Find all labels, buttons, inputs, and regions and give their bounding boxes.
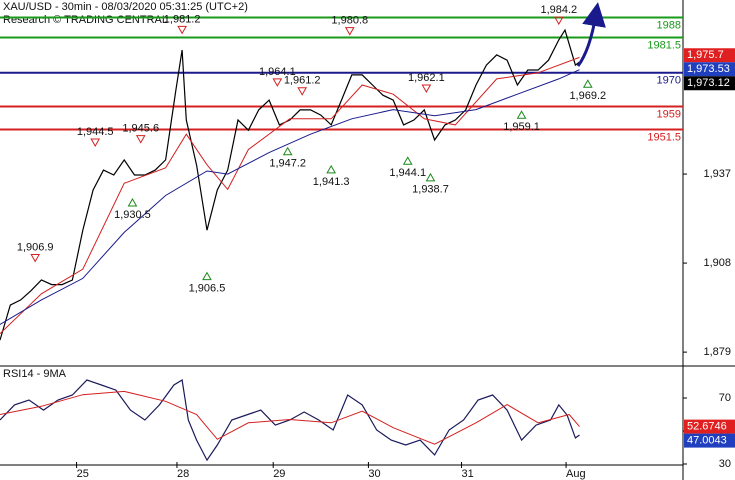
chart-title: XAU/USD - 30min - 08/03/2020 05:31:25 (U… [3, 1, 248, 13]
high-label: 1,906.9 [17, 241, 54, 253]
low-marker [282, 146, 293, 156]
high-label: 1,945.6 [122, 123, 159, 135]
high-marker [135, 135, 146, 144]
price-tag-label: 52.6746 [687, 421, 727, 433]
level-label: 1970 [657, 75, 681, 87]
x-tick-label: Aug [566, 468, 586, 480]
high-marker [553, 16, 564, 26]
x-tick-label: 31 [462, 468, 474, 480]
low-marker [202, 271, 212, 281]
level-label: 1981.5 [647, 39, 681, 51]
low-label: 1,959.1 [503, 121, 540, 133]
price-tag-label: 1,975.7 [687, 49, 724, 61]
high-label: 1,984.2 [540, 4, 577, 16]
chart-subtitle: Research © TRADING CENTRAL [3, 14, 168, 26]
high-marker [421, 84, 432, 94]
price-line [0, 28, 580, 341]
low-marker [127, 198, 138, 207]
low-marker [326, 164, 337, 174]
level-label: 1988 [657, 19, 681, 31]
high-label: 1,962.1 [408, 72, 445, 84]
low-label: 1,930.5 [114, 209, 151, 221]
low-marker [402, 156, 413, 165]
high-label: 1,961.2 [284, 75, 321, 87]
low-label: 1,969.2 [569, 90, 606, 102]
low-label: 1,947.2 [269, 158, 306, 170]
x-tick-label: 25 [77, 468, 89, 480]
rsi-title: RSI14 - 9MA [3, 368, 67, 380]
low-label: 1,938.7 [412, 184, 449, 196]
price-tag [684, 433, 735, 448]
price-tag [684, 62, 735, 77]
high-marker [90, 138, 101, 148]
price-tag [684, 76, 735, 91]
price-tag-label: 1,973.12 [687, 77, 730, 89]
price-line [0, 390, 580, 445]
x-tick-label: 30 [368, 468, 380, 480]
low-marker [516, 110, 527, 119]
low-marker [425, 172, 436, 182]
y-tick-label: 30 [719, 458, 731, 470]
price-tag-label: 1,973.53 [687, 63, 730, 75]
low-label: 1,944.1 [389, 167, 426, 179]
high-marker [30, 253, 41, 263]
price-tag [684, 48, 735, 63]
y-tick-label: 1,937 [703, 168, 731, 180]
y-tick-label: 1,908 [703, 257, 731, 269]
y-tick-label: 1,879 [703, 346, 731, 358]
high-marker [272, 78, 283, 87]
price-line [0, 69, 580, 325]
price-tag [684, 419, 735, 434]
level-label: 1959 [657, 108, 681, 120]
high-label: 1,944.5 [77, 126, 114, 138]
price-tag-label: 47.0043 [687, 435, 727, 447]
x-tick-label: 29 [273, 468, 285, 480]
forecast-arrow [576, 2, 606, 67]
high-marker [177, 25, 187, 35]
high-label: 1,964.1 [259, 66, 296, 78]
low-marker [582, 79, 593, 88]
price-line [0, 56, 580, 335]
level-label: 1951.5 [647, 131, 681, 143]
high-marker [344, 27, 355, 36]
high-label: 1,980.8 [331, 15, 368, 27]
x-tick-label: 28 [177, 468, 189, 480]
y-tick-label: 70 [719, 392, 731, 404]
low-label: 1,941.3 [313, 176, 350, 188]
high-marker [297, 87, 308, 96]
low-label: 1,906.5 [189, 283, 226, 295]
high-label: 1,981.2 [164, 13, 201, 25]
